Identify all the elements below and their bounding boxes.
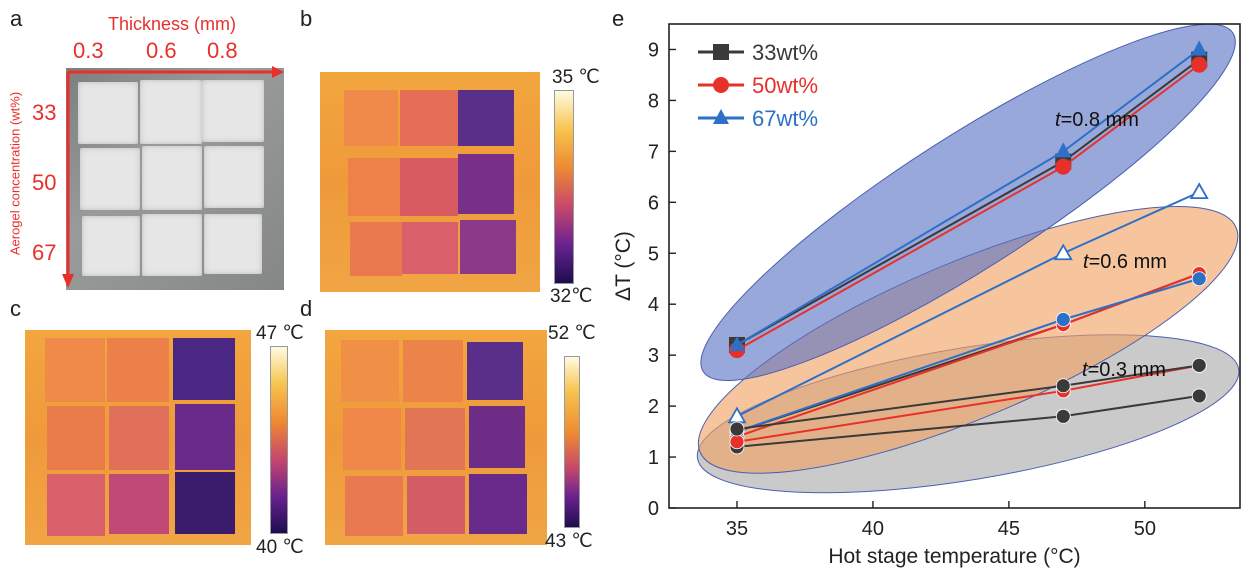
series-9-point-0 <box>729 421 745 437</box>
y-tick-label-5: 5 <box>648 243 659 265</box>
colorbar-d-max: 52 ℃ <box>548 323 596 344</box>
photo-axis-arrows <box>62 66 284 288</box>
colorbar-c-max: 47 ℃ <box>256 323 304 344</box>
legend-label-2: 67wt% <box>752 106 818 131</box>
sample-33-06 <box>140 80 202 144</box>
series-2-point-1 <box>1055 142 1072 158</box>
series-2-point-0 <box>728 335 745 351</box>
legend-marker-0 <box>713 44 729 60</box>
panel-e-letter: e <box>612 6 625 31</box>
series-5-point-1 <box>1053 243 1073 261</box>
x-tick-label-1: 40 <box>862 518 884 540</box>
panel-c-letter: c <box>10 296 21 321</box>
series-9-point-2 <box>1191 357 1207 373</box>
series-1-point-2 <box>1191 56 1208 73</box>
y-tick-label-0: 0 <box>648 498 659 520</box>
x-tick-label-2: 45 <box>998 518 1020 540</box>
y-tick-label-4: 4 <box>648 294 659 316</box>
series-8-point-0 <box>729 434 745 450</box>
colorbar-c <box>270 346 288 534</box>
series-2-point-2 <box>1191 40 1208 56</box>
legend-marker-1 <box>713 77 729 93</box>
colorbar-d <box>564 356 580 528</box>
legend-label-0: 33wt% <box>752 40 818 65</box>
ellipse-t08 <box>700 23 1236 382</box>
series-6-point-1 <box>1055 312 1071 327</box>
thickness-value-1: 0.6 <box>146 38 177 63</box>
y-axis-label: ΔT (°C) <box>612 231 635 301</box>
legend-label-1: 50wt% <box>752 73 818 98</box>
concentration-value-0: 33 <box>32 100 57 125</box>
series-9-point-1 <box>1055 378 1071 394</box>
colorbar-b-min: 32℃ <box>550 286 593 307</box>
panel-d-letter: d <box>300 296 313 321</box>
thermal-image-c <box>25 330 251 545</box>
thermal-image-d <box>325 330 547 545</box>
series-1-point-1 <box>1055 158 1072 175</box>
thermal-image-b <box>320 72 540 292</box>
sample-50-08 <box>204 146 264 208</box>
annotation-1: t=0.6 mm <box>1083 251 1167 273</box>
legend-marker-2 <box>713 109 729 124</box>
plot-frame <box>668 23 1241 509</box>
sample-33-03 <box>78 82 138 144</box>
concentration-value-1: 50 <box>32 170 57 195</box>
colorbar-b-max: 35 ℃ <box>552 67 600 88</box>
sample-33-08 <box>202 80 264 142</box>
sample-photo <box>66 68 284 290</box>
x-tick-label-0: 35 <box>726 518 748 540</box>
colorbar-d-min: 43 ℃ <box>545 531 593 552</box>
concentration-value-2: 67 <box>32 240 57 265</box>
series-6-point-2 <box>1191 271 1207 287</box>
y-tick-label-8: 8 <box>648 90 659 112</box>
sample-67-08 <box>204 214 262 274</box>
thickness-title: Thickness (mm) <box>108 14 237 34</box>
y-tick-label-1: 1 <box>648 447 659 469</box>
sample-67-06 <box>142 214 202 276</box>
annotation-2: t=0.3 mm <box>1082 359 1166 381</box>
series-7-point-2 <box>1191 388 1207 404</box>
sample-67-03 <box>82 216 140 276</box>
thickness-value-0: 0.3 <box>73 38 104 63</box>
x-axis-label: Hot stage temperature (°C) <box>828 545 1080 568</box>
y-tick-label-3: 3 <box>648 345 659 367</box>
y-tick-label-2: 2 <box>648 396 659 418</box>
annotation-0: t=0.8 mm <box>1055 109 1139 131</box>
panel-a-letter: a <box>10 6 23 31</box>
sample-50-03 <box>80 148 140 210</box>
thickness-value-2: 0.8 <box>207 38 238 63</box>
concentration-title: Aerogel concentration (wt%) <box>7 91 23 256</box>
colorbar-c-min: 40 ℃ <box>256 537 304 558</box>
sample-50-06 <box>142 146 202 210</box>
y-tick-label-7: 7 <box>648 141 659 163</box>
y-tick-label-9: 9 <box>648 39 659 61</box>
series-5-point-2 <box>1189 182 1209 200</box>
y-tick-label-6: 6 <box>648 192 659 214</box>
colorbar-b <box>554 90 574 284</box>
panel-b-letter: b <box>300 6 313 31</box>
series-7-point-1 <box>1055 408 1071 424</box>
x-tick-label-3: 50 <box>1134 518 1156 540</box>
